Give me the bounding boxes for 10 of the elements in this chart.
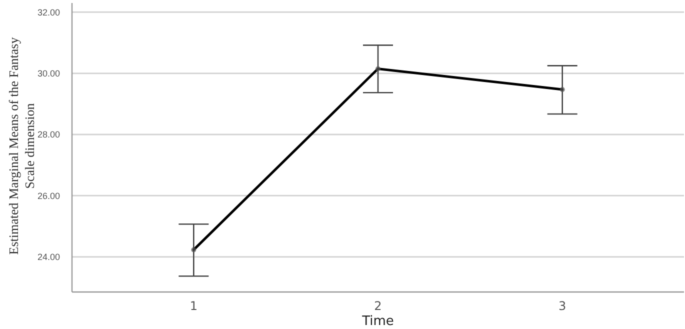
x-tick-label: 2 [374, 299, 382, 313]
x-tick-label: 3 [558, 299, 566, 313]
y-tick-label: 30.00 [37, 68, 60, 78]
y-axis-title: Estimated Marginal Means of the Fantasy Scale dimension [6, 37, 37, 255]
x-axis-title: Time [361, 314, 394, 329]
y-tick-label: 26.00 [37, 190, 60, 201]
x-tick-label: 1 [190, 299, 198, 313]
y-tick-label: 28.00 [37, 130, 60, 140]
y-tick-label: 32.00 [37, 7, 60, 18]
y-tick-label: 24.00 [37, 252, 60, 262]
